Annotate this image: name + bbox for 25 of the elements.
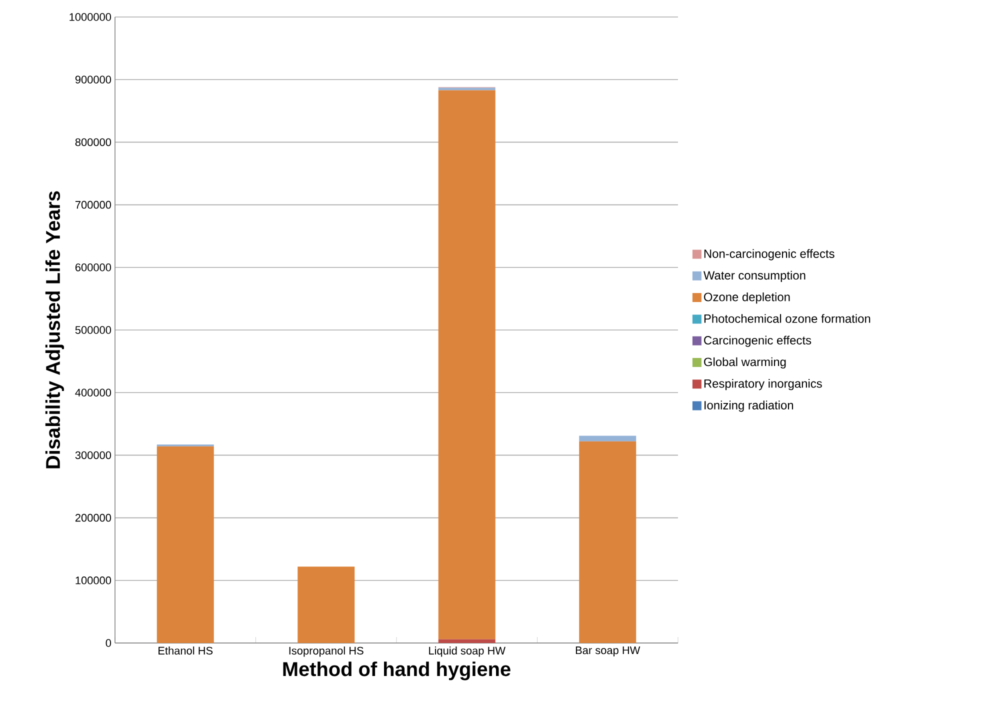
legend-label: Ionizing radiation	[704, 400, 794, 412]
x-tick-label: Isopropanol HS	[289, 646, 364, 657]
legend-label: Photochemical ozone formation	[704, 314, 870, 323]
y-tick-label: 500000	[75, 326, 112, 334]
y-tick-label: 0	[106, 639, 112, 647]
x-tick-label: Ethanol HS	[158, 646, 213, 655]
y-tick-label: 700000	[75, 200, 112, 209]
legend-label: Ozone depletion	[704, 292, 790, 304]
y-tick-label: 600000	[75, 264, 112, 272]
y-tick-label: 900000	[75, 76, 112, 84]
y-tick-label: 300000	[75, 451, 112, 460]
x-tick-label: Liquid soap HW	[429, 646, 506, 657]
legend-label: Global warming	[704, 357, 786, 369]
y-tick-label: 400000	[75, 388, 112, 396]
y-tick-label: 1000000	[70, 13, 112, 21]
y-axis-title: Disability Adjusted Life Years	[45, 191, 64, 468]
y-tick-label: 200000	[75, 514, 112, 522]
legend-label: Respiratory inorganics	[704, 379, 822, 390]
y-tick-label: 100000	[76, 576, 112, 584]
legend-label: Non-carcinogenic effects	[704, 249, 834, 260]
y-tick-label: 800000	[75, 138, 112, 146]
legend-label: Carcinogenic effects	[704, 336, 812, 347]
x-tick-label: Bar soap HW	[576, 646, 640, 656]
legend-label: Water consumption	[703, 270, 806, 282]
x-axis-title: Method of hand hygiene	[283, 662, 510, 680]
